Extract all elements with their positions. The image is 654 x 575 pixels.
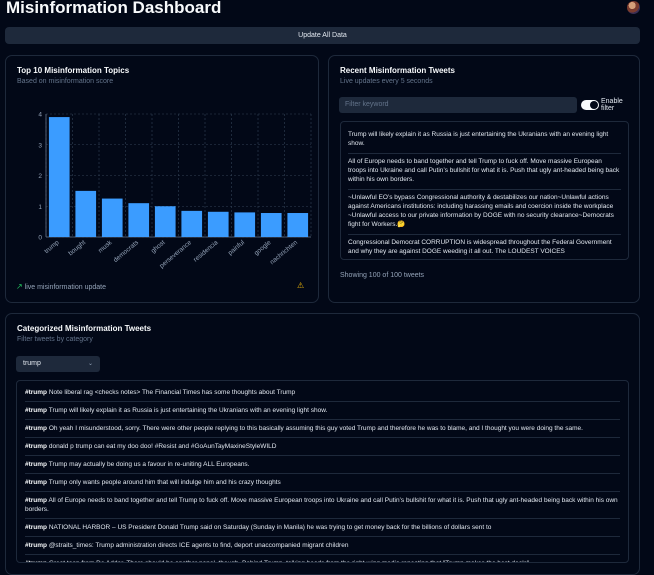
- category-tweet-row: #trump donald p trump can eat my doo doo…: [25, 438, 620, 456]
- bar-nachrichten[interactable]: [287, 213, 309, 237]
- y-tick-label: 4: [38, 112, 42, 119]
- recent-tweets-title: Recent Misinformation Tweets: [340, 66, 455, 75]
- filter-keyword-input[interactable]: Filter keyword: [339, 97, 577, 113]
- warning-icon[interactable]: ⚠: [297, 281, 305, 290]
- category-tweet-row: #trump Note liberal rag <checks notes> T…: [25, 384, 620, 402]
- tweet-item: Congressional Democrat CORRUPTION is wid…: [348, 235, 621, 259]
- categorized-subtitle: Filter tweets by category: [17, 336, 93, 343]
- x-tick-label: bought: [67, 239, 87, 257]
- recent-tweets-list[interactable]: Trump will likely explain it as Russia i…: [340, 121, 629, 260]
- bar-residencia[interactable]: [207, 211, 229, 237]
- hashtag-label: #trump: [25, 389, 48, 396]
- hashtag-label: #trump: [25, 425, 48, 432]
- hashtag-label: #trump: [25, 461, 48, 468]
- bar-bought[interactable]: [75, 190, 97, 237]
- x-tick-label: trump: [43, 239, 61, 255]
- trending-up-icon: ↗: [16, 282, 23, 291]
- category-tweet-row: #trump NATIONAL HARBOR – US President Do…: [25, 519, 620, 537]
- x-tick-label: ghost: [150, 239, 167, 255]
- tweet-text: Trump will likely explain it as Russia i…: [47, 407, 328, 414]
- y-tick-label: 0: [38, 235, 42, 242]
- topics-card-subtitle: Based on misinformation score: [17, 78, 114, 85]
- tweet-text: Oh yeah I misunderstood, sorry. There we…: [47, 425, 583, 432]
- enable-filter-toggle[interactable]: [581, 100, 599, 110]
- tweet-text: Trump may actually be doing us a favour …: [47, 461, 250, 468]
- topics-card-title: Top 10 Misinformation Topics: [17, 66, 130, 75]
- hashtag-label: #trump: [25, 407, 48, 414]
- tweet-text: NATIONAL HARBOR – US President Donald Tr…: [47, 524, 492, 531]
- bar-perseverance[interactable]: [181, 210, 203, 237]
- bar-trump[interactable]: [48, 117, 70, 237]
- hashtag-label: #trump: [25, 524, 48, 531]
- category-tweet-row: #trump Trump may actually be doing us a …: [25, 456, 620, 474]
- category-tweet-row: #trump Trump only wants people around hi…: [25, 474, 620, 492]
- category-tweet-row: #trump Great toon from De Adder. There s…: [25, 555, 620, 562]
- hashtag-label: #trump: [25, 497, 48, 504]
- hashtag-label: #trump: [25, 479, 48, 486]
- y-tick-label: 1: [38, 204, 42, 211]
- x-tick-label: nachrichten: [269, 239, 300, 266]
- categorized-card: [5, 313, 640, 575]
- hashtag-label: #trump: [25, 542, 48, 549]
- category-tweet-row: #trump @straits_times: Trump administrat…: [25, 537, 620, 555]
- category-select[interactable]: trump ⌄: [16, 356, 100, 372]
- x-tick-label: residencia: [192, 239, 219, 264]
- bar-painful[interactable]: [234, 212, 256, 237]
- category-tweet-row: #trump All of Europe needs to band toget…: [25, 492, 620, 519]
- bar-google[interactable]: [260, 213, 282, 237]
- tweet-text: Great toon from De Adder. There should b…: [47, 560, 529, 562]
- x-tick-label: painful: [227, 239, 247, 257]
- recent-tweets-subtitle: Live updates every 5 seconds: [340, 78, 433, 85]
- categorized-title: Categorized Misinformation Tweets: [17, 324, 152, 333]
- toggle-label: Enable filter: [601, 98, 623, 112]
- bar-democrats[interactable]: [128, 203, 150, 237]
- hashtag-label: #trump: [25, 560, 47, 562]
- categorized-tweets-list[interactable]: #trump Note liberal rag <checks notes> T…: [16, 380, 629, 563]
- x-tick-label: google: [253, 239, 273, 257]
- recent-tweets-card: [328, 55, 640, 303]
- page-title: Misinformation Dashboard: [6, 0, 222, 17]
- chart-footer-label: live misinformation update: [24, 284, 106, 291]
- tweet-text: Trump only wants people around him that …: [47, 479, 281, 486]
- bar-ghost[interactable]: [154, 206, 176, 237]
- chevron-down-icon: ⌄: [87, 361, 93, 367]
- tweet-item: ~Unlawful EO’s bypass Congressional auth…: [348, 190, 621, 235]
- bar-musk[interactable]: [101, 198, 123, 237]
- category-tweet-row: #trump Oh yeah I misunderstood, sorry. T…: [25, 420, 620, 438]
- tweet-text: All of Europe needs to band together and…: [25, 497, 618, 513]
- y-tick-label: 2: [38, 173, 42, 180]
- x-tick-label: musk: [97, 239, 114, 255]
- tweet-item: Trump will likely explain it as Russia i…: [348, 127, 621, 154]
- tweet-item: All of Europe needs to band together and…: [348, 154, 621, 190]
- tweet-text: @straits_times: Trump administration dir…: [47, 542, 349, 549]
- tweet-count-status: Showing 100 of 100 tweets: [340, 272, 425, 279]
- category-tweet-row: #trump Trump will likely explain it as R…: [25, 402, 620, 420]
- topics-card: 0 1 2 3 4 trump bought musk democrats ghost persev…: [5, 55, 319, 303]
- tweet-text: donald p trump can eat my doo doo! #Resi…: [47, 443, 277, 450]
- update-all-data-button[interactable]: Update All Data: [5, 27, 640, 44]
- user-avatar[interactable]: [627, 1, 640, 14]
- tweet-text: Note liberal rag <checks notes> The Fina…: [47, 389, 296, 396]
- x-tick-label: democrats: [112, 239, 140, 264]
- chart-footer: ↗ live misinformation update: [16, 282, 106, 291]
- y-tick-label: 3: [38, 142, 42, 149]
- hashtag-label: #trump: [25, 443, 48, 450]
